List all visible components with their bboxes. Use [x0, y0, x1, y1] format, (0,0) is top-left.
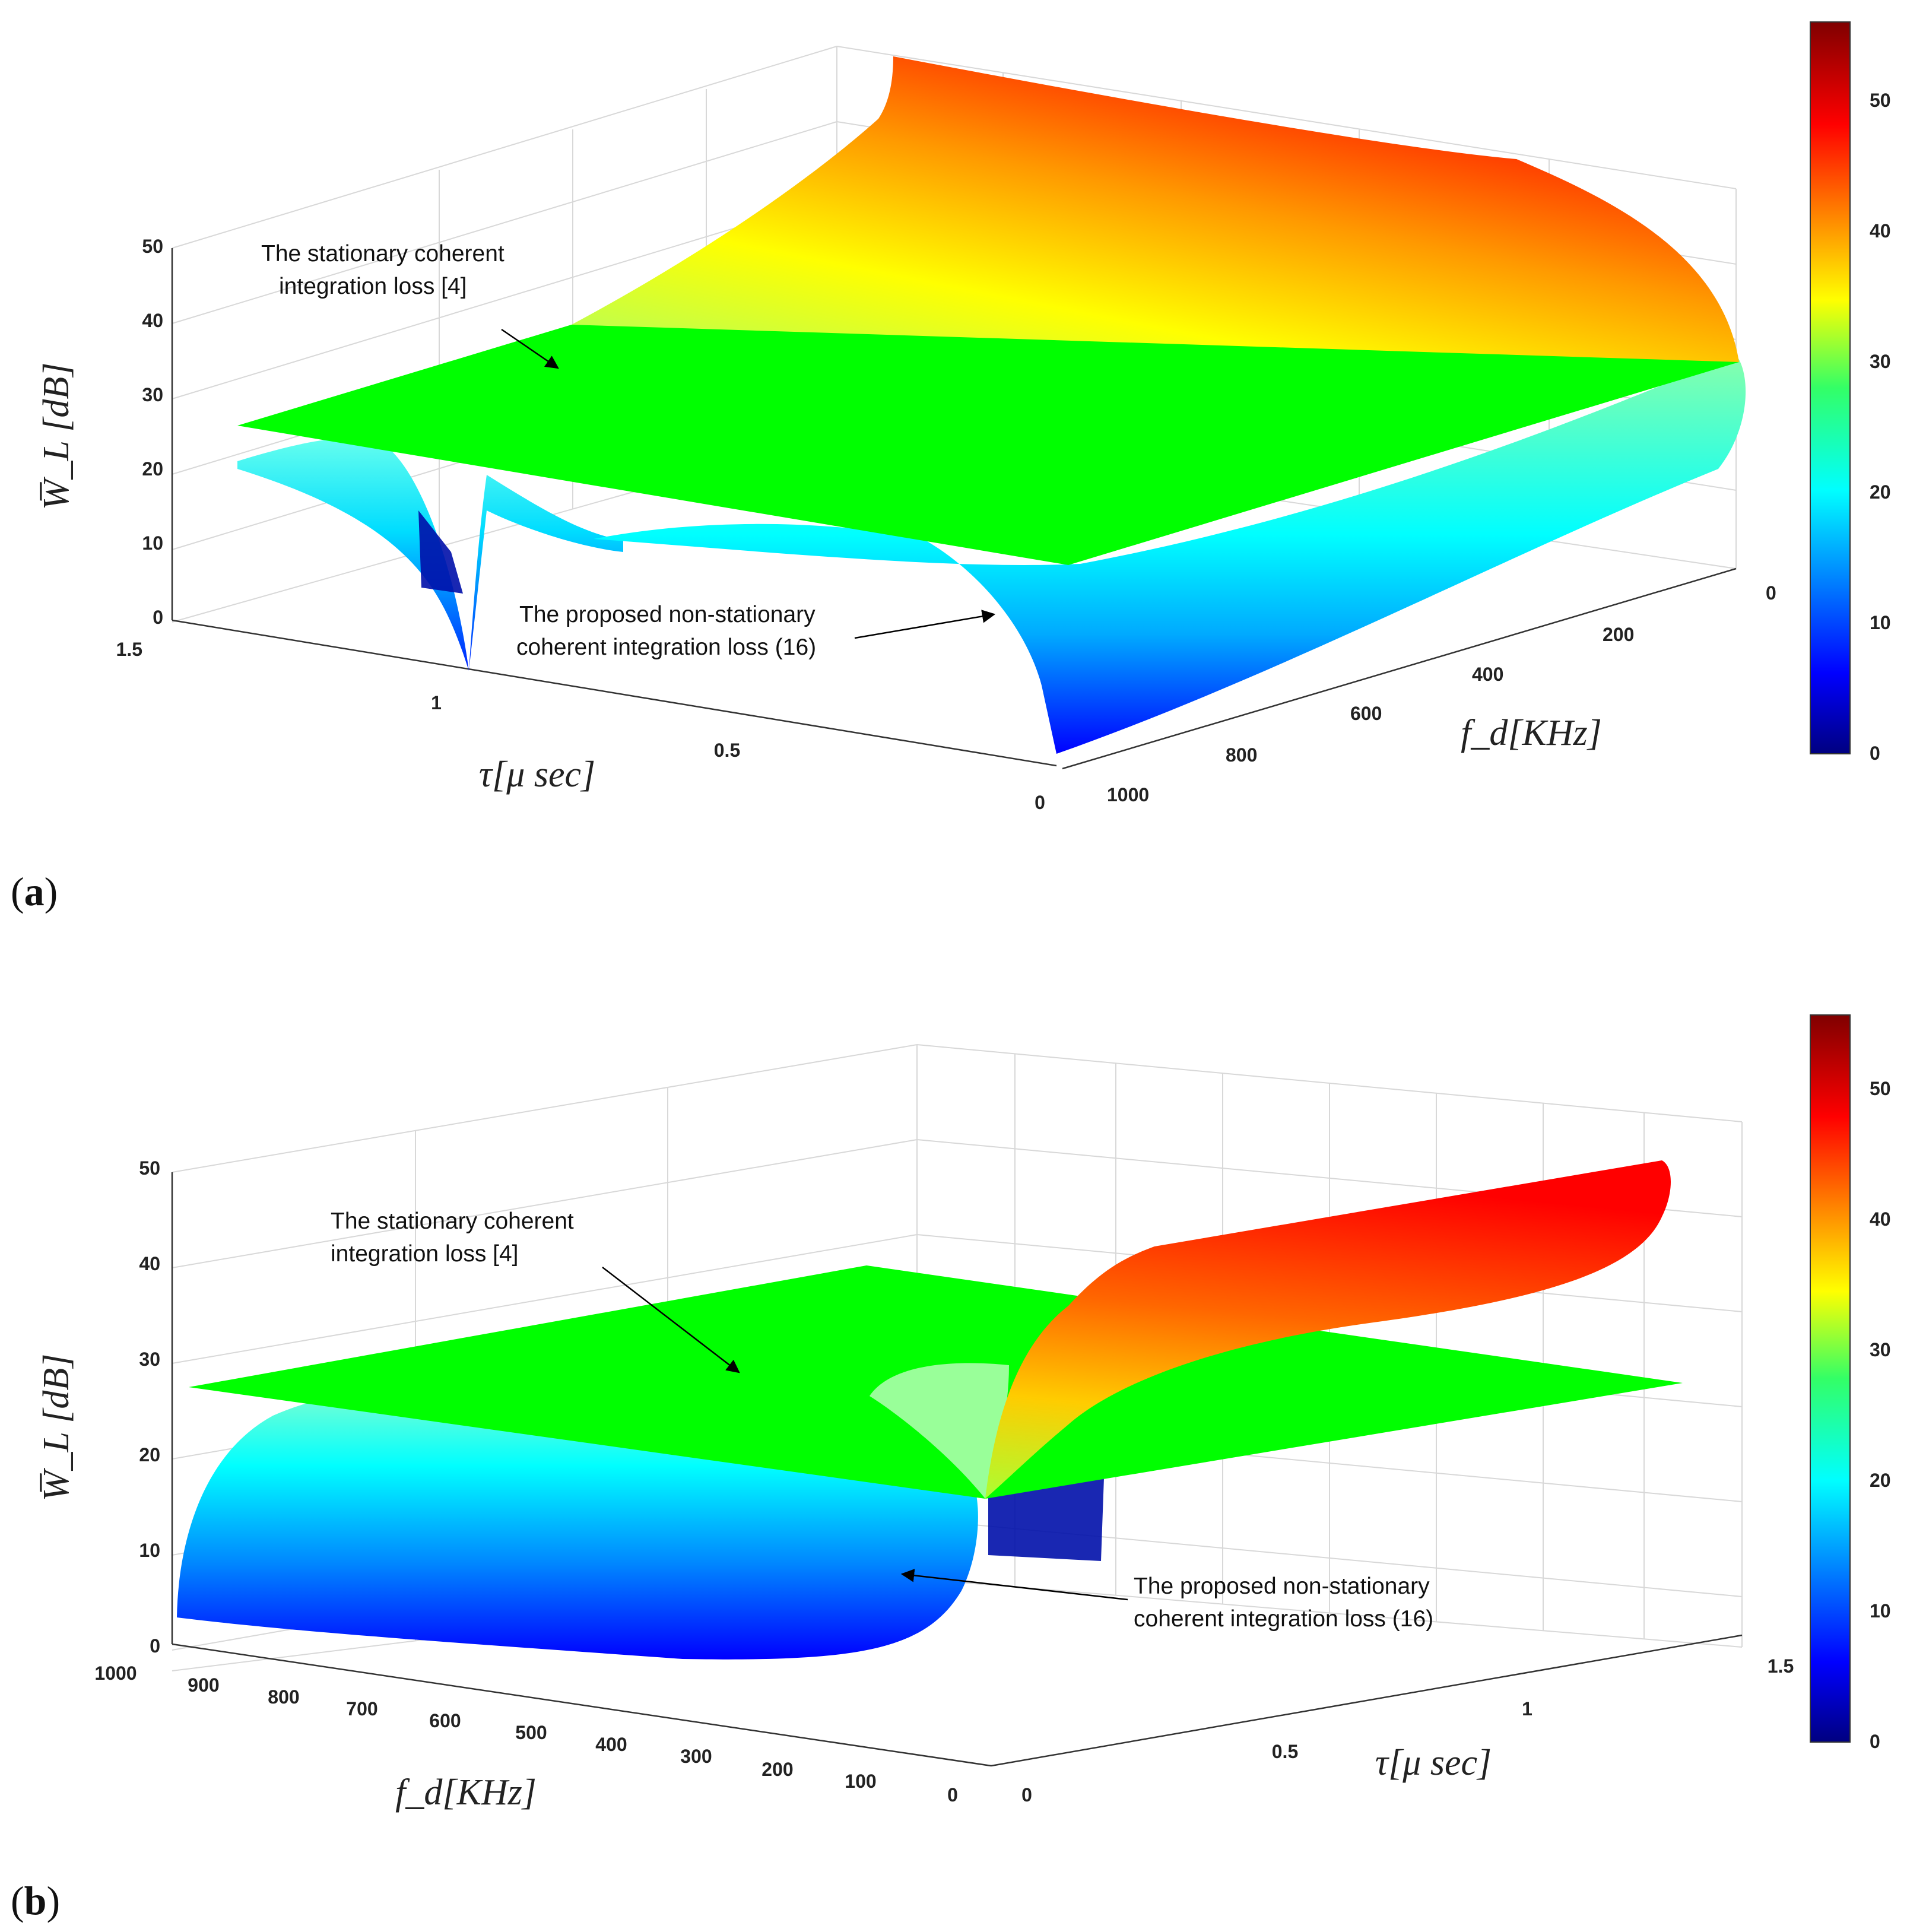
panel-a-label: (a): [11, 869, 58, 914]
panel-a-surface-fringe: [418, 510, 463, 594]
panel-b-z-tick: 40: [139, 1253, 160, 1274]
panel-a-fd-tick: 400: [1472, 664, 1503, 685]
panel-a-z-label: W̅_L [dB]: [36, 363, 77, 510]
panel-a-fd-tick: 200: [1603, 624, 1634, 645]
panel-b-colorbar-tick: 0: [1870, 1731, 1880, 1752]
panel-a-colorbar-tick: 30: [1870, 351, 1891, 372]
panel-a-colorbar-tick: 50: [1870, 90, 1891, 111]
panel-a-stationary-plane: [237, 325, 1739, 565]
panel-b-fd-label: f_d[KHz]: [395, 1772, 537, 1813]
panel-b-fd-tick: 900: [188, 1674, 219, 1696]
panel-b-colorbar-tick: 30: [1870, 1339, 1891, 1360]
panel-a-z-tick: 0: [153, 607, 163, 628]
panel-a-fd-label: f_d[KHz]: [1461, 713, 1602, 753]
panel-b-colorbar-tick: 20: [1870, 1470, 1891, 1491]
panel-b-fd-tick: 800: [268, 1686, 299, 1708]
panel-b-annotation-stationary-1: The stationary coherent: [331, 1208, 574, 1234]
panel-a-colorbar-tick: 10: [1870, 612, 1891, 633]
panel-b-annotation-proposed-2: coherent integration loss (16): [1134, 1606, 1433, 1632]
panel-b-fd-ticks: 1000 900 800 700 600 500 400 300 200 100…: [94, 1663, 957, 1806]
panel-a-annotation-proposed-1: The proposed non-stationary: [519, 602, 816, 627]
panel-b-z-tick: 20: [139, 1444, 160, 1465]
panel-a-colorbar-tick: 0: [1870, 743, 1880, 764]
panel-b-fd-tick: 400: [595, 1734, 627, 1755]
panel-b-colorbar-tick: 50: [1870, 1078, 1891, 1099]
panel-a-colorbar-tick: 40: [1870, 220, 1891, 242]
panel-a-tau-tick: 0.5: [714, 740, 740, 761]
panel-a-surface-top: [572, 56, 1739, 405]
panel-a-arrow-proposed: [854, 610, 996, 639]
panel-b-z-tick: 0: [150, 1635, 160, 1657]
panel-a-colorbar: 0 10 20 30 40 50: [1810, 21, 1891, 764]
panel-b-tau-label: τ[μ sec]: [1375, 1743, 1492, 1783]
panel-a-tau-label: τ[μ sec]: [479, 754, 595, 795]
panel-a-fd-tick: 1000: [1107, 784, 1149, 805]
panel-a-z-tick: 10: [142, 532, 163, 554]
panel-a-annotation-stationary-1: The stationary coherent: [261, 241, 504, 267]
panel-b-fd-tick: 600: [429, 1710, 461, 1731]
panel-a-fd-tick: 800: [1226, 744, 1257, 766]
panel-a-z-tick: 20: [142, 458, 163, 480]
panel-a-arrow-stationary: [501, 328, 559, 369]
panel-b-z-ticks: 0 10 20 30 40 50: [139, 1157, 160, 1657]
panel-a-fd-tick: 0: [1766, 582, 1776, 604]
panel-b-arrow-stationary: [602, 1267, 740, 1373]
panel-b-fd-tick: 700: [346, 1698, 377, 1720]
panel-b-fd-tick: 0: [947, 1784, 958, 1806]
panel-b-arrow-proposed: [900, 1569, 1128, 1601]
panel-b-z-label: W̅_L [dB]: [36, 1354, 77, 1502]
panel-b-fd-tick: 1000: [94, 1663, 137, 1684]
panel-b-surface-right: [985, 1160, 1671, 1499]
panel-b-colorbar: 0 10 20 30 40 50: [1810, 1014, 1891, 1752]
panel-b-tau-tick: 1.5: [1768, 1655, 1794, 1677]
panel-b-z-tick: 50: [139, 1157, 160, 1179]
panel-a-axes: [171, 248, 1737, 770]
panel-a: 0 10 20 30 40 50 1.5 1 0.5 0 0 200 400 6…: [11, 21, 1891, 914]
panel-a-annotation-stationary-2: integration loss [4]: [279, 274, 467, 299]
panel-a-tau-tick: 1: [431, 692, 442, 713]
panel-b-fd-tick: 300: [680, 1746, 712, 1767]
panel-b-z-tick: 30: [139, 1349, 160, 1370]
panel-a-annotation-proposed-2: coherent integration loss (16): [516, 635, 816, 660]
panel-b-z-tick: 10: [139, 1540, 160, 1561]
panel-b-fd-tick: 500: [515, 1722, 547, 1743]
panel-b-surface-fringe: [988, 1478, 1104, 1561]
panel-b-fd-tick: 100: [845, 1771, 876, 1792]
panel-b-axes: [171, 1172, 1743, 1767]
panel-b-fd-tick: 200: [761, 1759, 793, 1780]
panel-a-tau-ticks: 1.5 1 0.5 0: [116, 639, 1045, 813]
panel-b-annotation-proposed-1: The proposed non-stationary: [1134, 1573, 1430, 1599]
panel-b-surface-cusp: [870, 1363, 1009, 1499]
panel-a-z-tick: 40: [142, 310, 163, 331]
panel-b-annotation-stationary-2: integration loss [4]: [331, 1241, 519, 1267]
panel-b-tau-tick: 0: [1021, 1784, 1032, 1806]
panel-a-z-ticks: 0 10 20 30 40 50: [142, 236, 163, 628]
panel-b: 0 10 20 30 40 50 1000 900 800 700 600 50…: [11, 1014, 1891, 1923]
panel-a-fd-tick: 600: [1350, 703, 1382, 724]
panel-b-label: (b): [11, 1878, 60, 1923]
panel-b-colorbar-tick: 10: [1870, 1600, 1891, 1622]
panel-b-tau-ticks: 0 0.5 1 1.5: [1021, 1655, 1794, 1806]
panel-b-tau-tick: 1: [1522, 1698, 1532, 1720]
panel-a-z-tick: 50: [142, 236, 163, 257]
panel-a-colorbar-tick: 20: [1870, 481, 1891, 503]
panel-a-z-tick: 30: [142, 384, 163, 405]
panel-a-tau-tick: 1.5: [116, 639, 142, 660]
panel-b-tau-tick: 0.5: [1272, 1741, 1298, 1762]
panel-a-fd-ticks: 0 200 400 600 800 1000: [1107, 582, 1776, 805]
panel-b-colorbar-tick: 40: [1870, 1208, 1891, 1230]
panel-a-surface-right: [594, 355, 1746, 754]
panel-a-tau-tick: 0: [1035, 792, 1045, 813]
